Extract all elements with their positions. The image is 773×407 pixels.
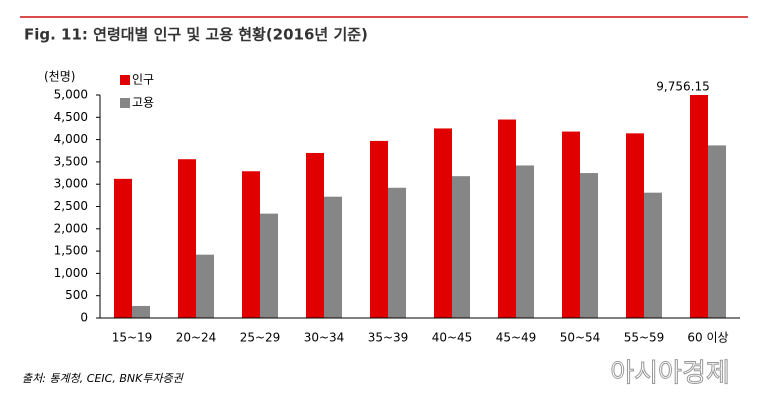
source: 출처: 통계청, CEIC, BNK투자증권 [22, 372, 185, 385]
legend-swatch [120, 75, 130, 85]
bar [178, 159, 196, 318]
bar [388, 187, 406, 318]
x-tick-label: 60 이상 [687, 331, 728, 345]
chart-title: Fig. 11: 연령대별 인구 및 고용 현황(2016년 기준) [24, 26, 368, 44]
y-tick-label: 1,000 [54, 266, 88, 280]
x-tick-label: 50~54 [560, 331, 601, 345]
data-label: 9,756.15 [656, 80, 709, 94]
bar [370, 140, 388, 318]
y-tick-label: 500 [65, 288, 88, 302]
legend-label: 인구 [132, 73, 154, 87]
y-tick-label: 1,500 [54, 244, 88, 258]
bar [644, 192, 662, 318]
y-tick-label: 4,000 [54, 132, 88, 146]
x-tick-label: 15~19 [112, 331, 153, 345]
y-tick-label: 3,500 [54, 154, 88, 168]
y-tick-label: 2,500 [54, 199, 88, 213]
bar [114, 178, 132, 318]
watermark: 아시아경제 [610, 359, 730, 389]
bar [452, 176, 470, 318]
bar [626, 133, 644, 318]
x-tick-label: 55~59 [624, 331, 665, 345]
bar [242, 171, 260, 318]
y-axis-label: (천명) [44, 69, 75, 84]
bar [196, 254, 214, 318]
bar [434, 128, 452, 318]
bar [324, 196, 342, 318]
bar [498, 119, 516, 318]
y-tick-label: 4,500 [54, 110, 88, 124]
bar [260, 213, 278, 318]
bar [708, 145, 726, 318]
x-tick-label: 20~24 [176, 331, 217, 345]
legend-swatch [120, 98, 130, 108]
bar [690, 95, 708, 319]
bar [132, 305, 150, 318]
plot-area [114, 95, 726, 319]
bar [580, 173, 598, 318]
y-tick-label: 5,000 [54, 88, 88, 102]
x-tick-label: 45~49 [496, 331, 537, 345]
y-tick-label: 0 [80, 311, 88, 325]
bar [306, 152, 324, 318]
legend-label: 고용 [132, 96, 154, 110]
bar [562, 131, 580, 318]
x-tick-label: 35~39 [368, 331, 409, 345]
y-tick-label: 3,000 [54, 177, 88, 191]
x-tick-label: 30~34 [304, 331, 345, 345]
x-tick-label: 25~29 [240, 331, 281, 345]
bar [516, 165, 534, 318]
y-tick-label: 2,000 [54, 221, 88, 235]
x-tick-label: 40~45 [432, 331, 473, 345]
